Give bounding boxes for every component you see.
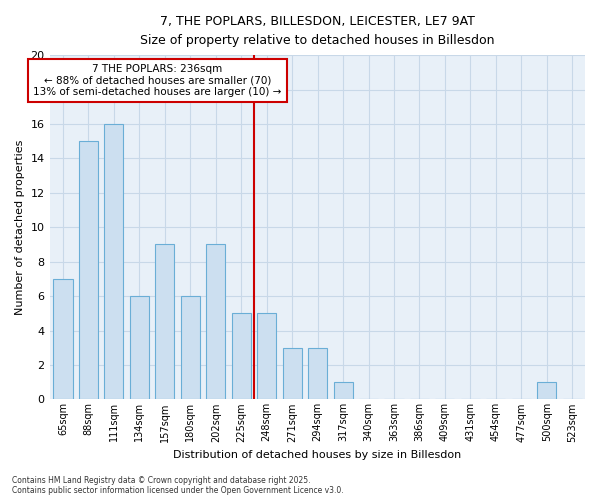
Bar (181, 296, 200, 400)
Y-axis label: Number of detached properties: Number of detached properties (15, 140, 25, 315)
Bar (232, 314, 251, 400)
Bar (130, 296, 149, 400)
Bar (308, 348, 327, 400)
Bar (206, 244, 226, 400)
Bar (53, 279, 73, 400)
Text: 7 THE POPLARS: 236sqm
← 88% of detached houses are smaller (70)
13% of semi-deta: 7 THE POPLARS: 236sqm ← 88% of detached … (33, 64, 281, 97)
Bar (79, 141, 98, 400)
Bar (155, 244, 175, 400)
Bar (283, 348, 302, 400)
Text: Contains HM Land Registry data © Crown copyright and database right 2025.
Contai: Contains HM Land Registry data © Crown c… (12, 476, 344, 495)
Bar (104, 124, 124, 400)
X-axis label: Distribution of detached houses by size in Billesdon: Distribution of detached houses by size … (173, 450, 462, 460)
Bar (537, 382, 556, 400)
Bar (334, 382, 353, 400)
Bar (257, 314, 276, 400)
Title: 7, THE POPLARS, BILLESDON, LEICESTER, LE7 9AT
Size of property relative to detac: 7, THE POPLARS, BILLESDON, LEICESTER, LE… (140, 15, 495, 47)
